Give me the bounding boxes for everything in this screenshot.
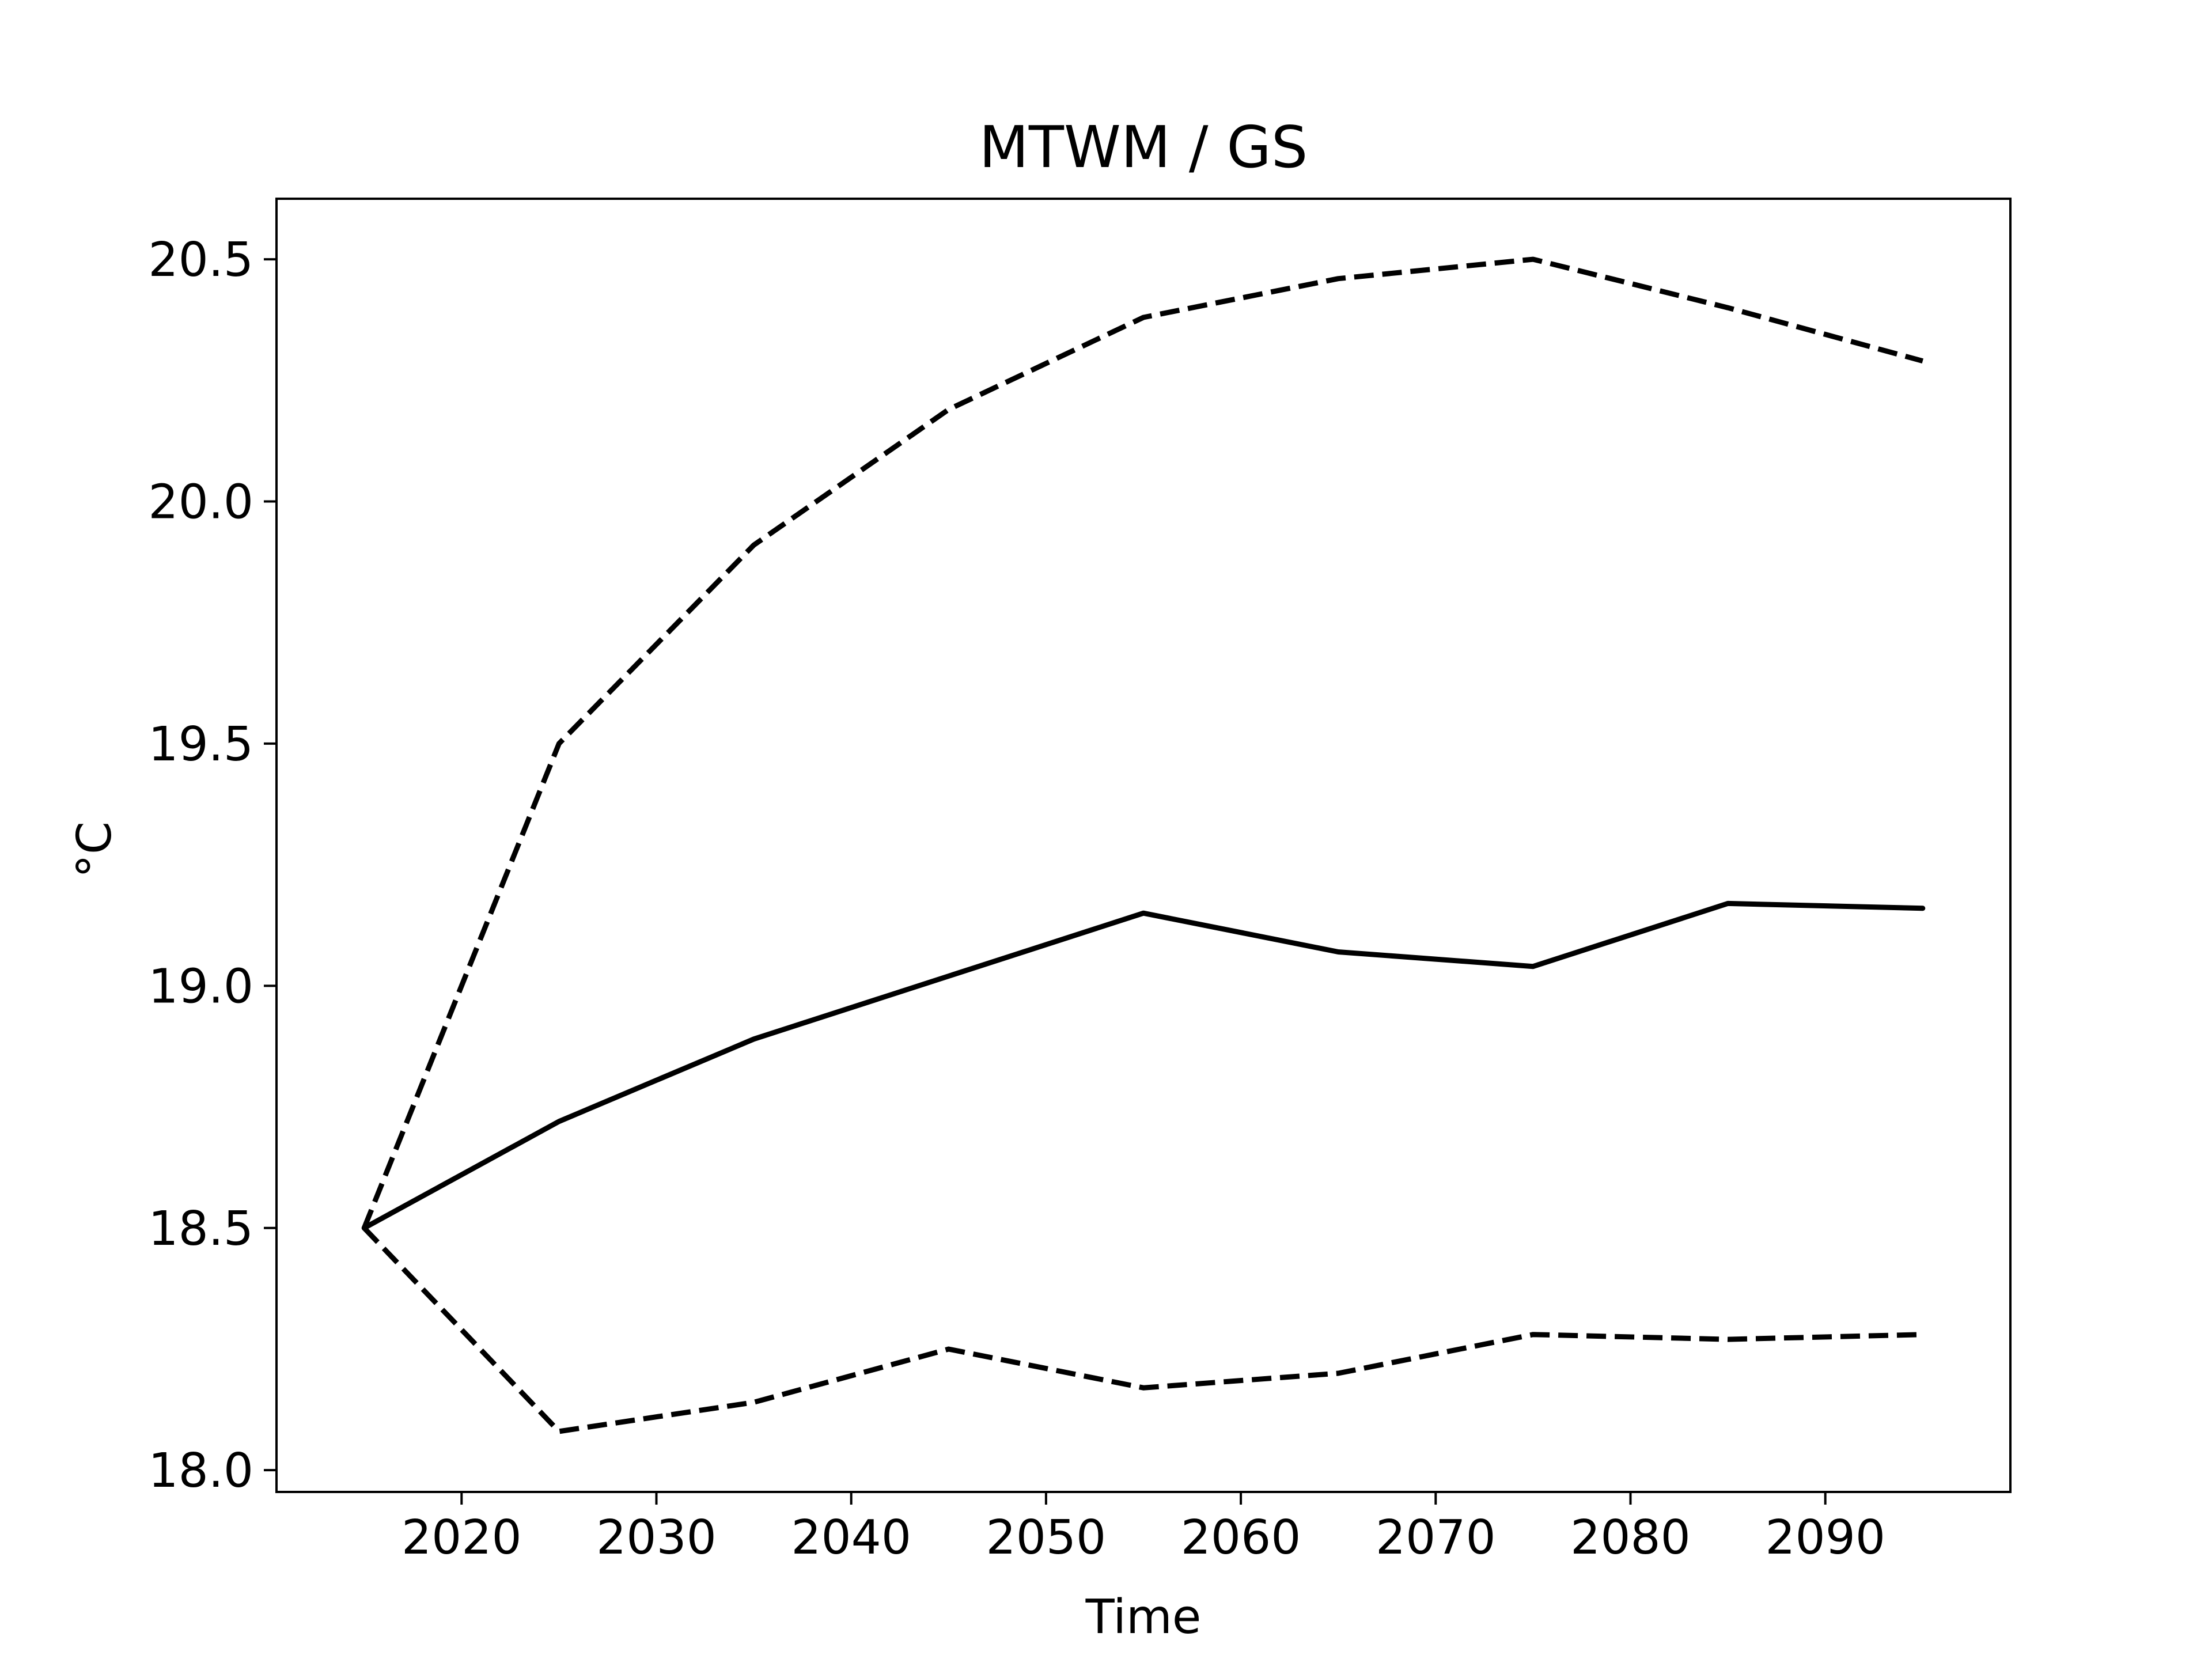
plot-frame	[275, 198, 2012, 1493]
series-line-2	[362, 256, 1923, 1229]
series-line-3	[362, 1226, 1923, 1434]
y-tick-label: 19.5	[148, 717, 253, 772]
x-axis: 2020 2030 2040 2050 2060 2070 2080 2090	[402, 1492, 1885, 1565]
series-line-1	[361, 900, 1926, 1231]
y-axis-label: °C	[67, 821, 122, 878]
x-axis-label: Time	[1085, 1590, 1202, 1645]
chart-title: MTWM / GS	[979, 113, 1308, 181]
x-tick-label: 2070	[1376, 1510, 1496, 1565]
y-tick-label: 18.0	[148, 1444, 253, 1498]
x-tick-label: 2090	[1765, 1510, 1885, 1565]
y-tick-label: 19.0	[148, 959, 253, 1014]
y-tick-label: 20.0	[148, 475, 253, 530]
series-layer	[361, 256, 1926, 1434]
x-tick-label: 2060	[1181, 1510, 1301, 1565]
y-tick-label: 20.5	[148, 233, 253, 287]
y-axis: 18.0 18.5 19.0 19.5 20.0 20.5	[148, 233, 276, 1498]
x-tick-label: 2080	[1570, 1510, 1691, 1565]
x-tick-label: 2030	[596, 1510, 717, 1565]
x-tick-label: 2050	[986, 1510, 1107, 1565]
x-tick-label: 2040	[791, 1510, 911, 1565]
y-tick-label: 18.5	[148, 1202, 253, 1256]
x-tick-label: 2020	[402, 1510, 522, 1565]
